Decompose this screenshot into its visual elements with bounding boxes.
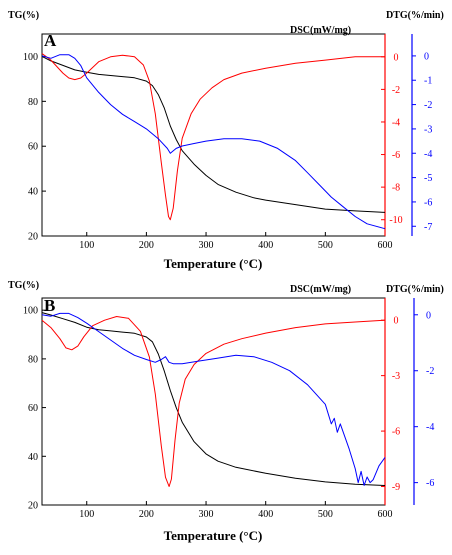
panel-label: B: [44, 296, 55, 315]
x-tick-label: 600: [378, 240, 393, 251]
plot-frame: [41, 33, 386, 237]
dtg-tick-label: -5: [424, 173, 432, 184]
tg-tick-label: 20: [28, 232, 38, 243]
tg-axis-label: TG(%): [8, 280, 39, 291]
x-tick-label: 100: [79, 509, 94, 520]
dsc-tick-label: -6: [392, 150, 400, 161]
dtg-tick-label: -2: [426, 366, 434, 377]
dsc-tick-label: -10: [389, 215, 402, 226]
x-tick-label: 200: [139, 240, 154, 251]
panel-label: A: [44, 31, 57, 50]
dsc-tick-label: -2: [392, 85, 400, 96]
dtg-axis-label: DTG(%/min): [386, 284, 444, 295]
dtg-tick-label: 0: [424, 51, 429, 62]
dtg-tick-label: 0: [426, 310, 431, 321]
tg-tick-label: 100: [23, 52, 38, 63]
dsc-tick-label: -6: [392, 427, 400, 438]
x-axis-label: Temperature (°C): [164, 256, 263, 271]
dtg-series-line: [41, 312, 386, 486]
dsc-tick-label: 0: [394, 316, 399, 327]
tg-tick-label: 20: [28, 501, 38, 512]
tg-series-line: [41, 55, 386, 213]
dtg-tick-label: -6: [426, 478, 434, 489]
dtg-axis-label: DTG(%/min): [386, 10, 444, 21]
dsc-tick-label: 0: [394, 52, 399, 63]
x-tick-label: 500: [318, 240, 333, 251]
tg-series-line: [41, 312, 386, 486]
dsc-series-line: [41, 316, 386, 487]
dsc-tick-label: -9: [392, 482, 400, 493]
dtg-tick-label: -2: [424, 100, 432, 111]
dsc-axis-label: DSC(mW/mg): [290, 284, 351, 295]
dsc-tick-label: -3: [392, 371, 400, 382]
dtg-series-line: [41, 54, 386, 230]
x-tick-label: 300: [199, 509, 214, 520]
dtg-tick-label: -3: [424, 124, 432, 135]
tg-tick-label: 80: [28, 97, 38, 108]
dsc-tick-label: -8: [392, 183, 400, 194]
x-tick-label: 400: [258, 240, 273, 251]
tg-tick-label: 40: [28, 187, 38, 198]
tg-tick-label: 80: [28, 354, 38, 365]
x-tick-label: 600: [378, 509, 393, 520]
tg-tick-label: 60: [28, 142, 38, 153]
tg-tick-label: 40: [28, 452, 38, 463]
dtg-tick-label: -6: [424, 197, 432, 208]
dsc-axis-label: DSC(mW/mg): [290, 25, 351, 36]
dtg-tick-label: -4: [424, 149, 432, 160]
tg-tick-label: 60: [28, 403, 38, 414]
dsc-tick-label: -4: [392, 117, 400, 128]
dsc-series-line: [41, 53, 385, 221]
dtg-tick-label: -4: [426, 422, 434, 433]
dtg-tick-label: -7: [424, 222, 432, 233]
x-tick-label: 400: [258, 509, 273, 520]
x-tick-label: 100: [79, 240, 94, 251]
x-tick-label: 500: [318, 509, 333, 520]
dtg-tick-label: -1: [424, 76, 432, 87]
tg-axis-label: TG(%): [8, 10, 39, 21]
x-tick-label: 200: [139, 509, 154, 520]
tg-tick-label: 100: [23, 306, 38, 317]
x-tick-label: 300: [199, 240, 214, 251]
x-axis-label: Temperature (°C): [164, 528, 263, 543]
